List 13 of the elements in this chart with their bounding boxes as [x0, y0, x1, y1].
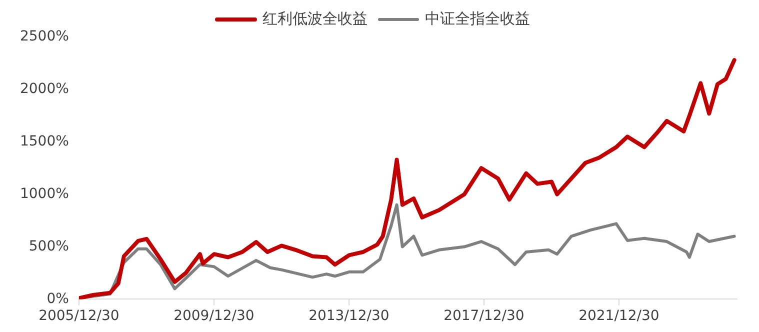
- x-tick-label: 2005/12/30: [38, 308, 120, 324]
- y-tick-label: 500%: [28, 238, 69, 254]
- x-tick-label: 2009/12/30: [174, 308, 254, 324]
- x-tick-label: 2021/12/30: [578, 308, 660, 324]
- y-tick-label: 1000%: [20, 186, 69, 202]
- x-tick-label: 2013/12/30: [308, 308, 390, 324]
- legend-label: 中证全指全收益: [425, 9, 530, 28]
- y-tick-label: 1500%: [20, 134, 69, 150]
- legend-label: 红利低波全收益: [262, 9, 368, 28]
- x-tick-label: 2017/12/30: [444, 308, 524, 324]
- y-tick-label: 2500%: [20, 28, 69, 45]
- y-tick-label: 2000%: [20, 81, 69, 98]
- y-tick-label: 0%: [46, 290, 69, 307]
